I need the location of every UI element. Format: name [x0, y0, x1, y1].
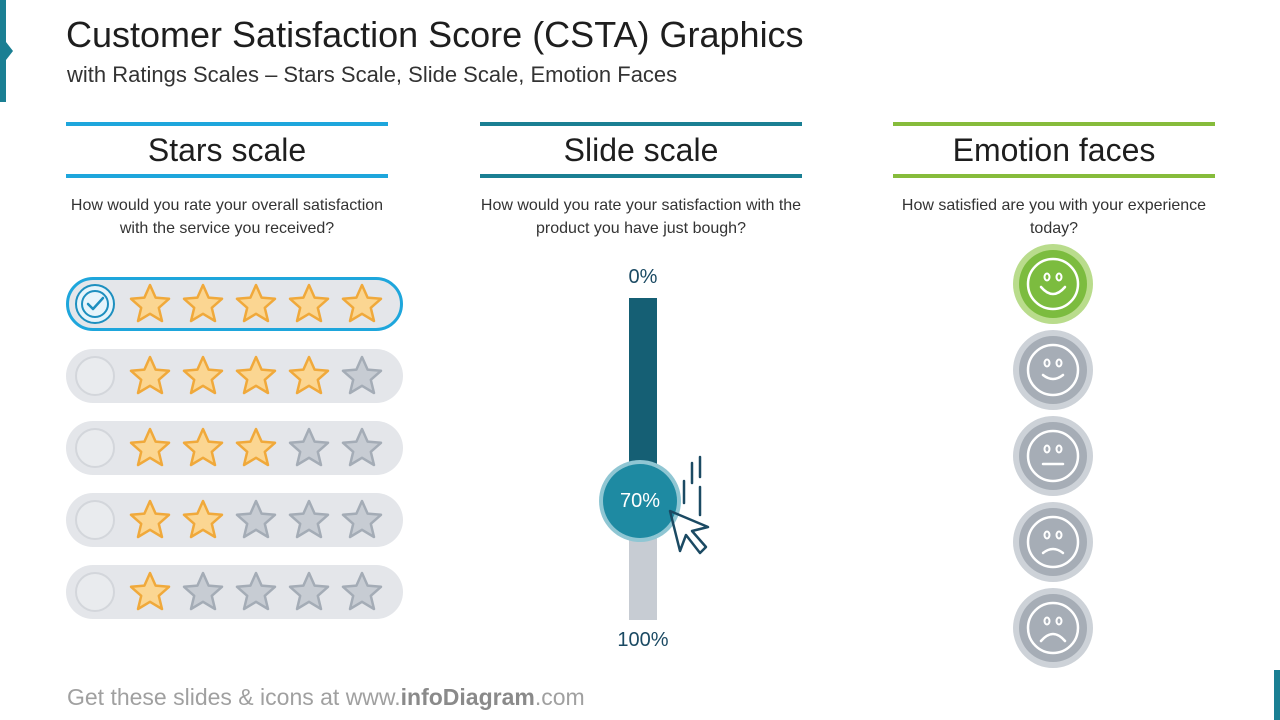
footer-suffix: .com: [534, 684, 585, 710]
star-row: [127, 281, 392, 327]
footer-credit: Get these slides & icons at www.infoDiag…: [67, 684, 585, 711]
star-filled-icon: [129, 355, 171, 395]
star-filled-icon: [235, 355, 277, 395]
star-filled-icon: [288, 355, 330, 395]
star-rating-option-1[interactable]: [66, 565, 403, 619]
check-icon: [81, 290, 109, 318]
radio-button[interactable]: [75, 428, 115, 468]
star-empty-icon: [288, 571, 330, 611]
very-happy-face-icon[interactable]: [1012, 243, 1094, 325]
left-accent-bar: [0, 0, 6, 102]
cursor-click-icon: [668, 455, 710, 555]
slide-scale-question: How would you rate your satisfaction wit…: [480, 197, 802, 237]
star-rating-option-4[interactable]: [66, 349, 403, 403]
slide-scale-title: Slide scale: [563, 131, 719, 168]
slider-min-label: 0%: [628, 266, 658, 288]
star-empty-icon: [341, 427, 383, 467]
page-title: Customer Satisfaction Score (CSTA) Graph…: [66, 14, 804, 55]
slider-handle[interactable]: 70%: [603, 464, 677, 538]
star-filled-icon: [235, 283, 277, 323]
page-subtitle: with Ratings Scales – Stars Scale, Slide…: [67, 62, 678, 87]
star-row: [127, 353, 392, 399]
sad-face-icon[interactable]: [1012, 501, 1094, 583]
radio-button[interactable]: [75, 356, 115, 396]
stars-scale-heading: Stars scale: [66, 122, 388, 178]
slider-max-label: 100%: [617, 629, 669, 651]
star-empty-icon: [341, 571, 383, 611]
star-filled-icon: [182, 427, 224, 467]
slide-scale-heading: Slide scale: [480, 122, 802, 178]
star-filled-icon: [129, 283, 171, 323]
footer-prefix: Get these slides & icons at www.: [67, 684, 401, 710]
star-empty-icon: [341, 499, 383, 539]
star-filled-icon: [182, 499, 224, 539]
star-rating-option-5[interactable]: [66, 277, 403, 331]
radio-button[interactable]: [75, 500, 115, 540]
corner-accent-bar: [1274, 670, 1280, 720]
stars-scale-question: How would you rate your overall satisfac…: [70, 197, 384, 237]
star-filled-icon: [182, 355, 224, 395]
emotion-faces-title: Emotion faces: [952, 131, 1156, 168]
slide-scale-column: Slide scale How would you rate your sati…: [480, 122, 802, 240]
selected-radio[interactable]: [75, 284, 115, 324]
star-filled-icon: [129, 499, 171, 539]
emotion-faces-column: Emotion faces How satisfied are you with…: [893, 122, 1215, 240]
star-empty-icon: [288, 427, 330, 467]
stars-scale-title: Stars scale: [147, 131, 307, 168]
star-filled-icon: [182, 283, 224, 323]
star-filled-icon: [129, 427, 171, 467]
star-filled-icon: [288, 283, 330, 323]
star-filled-icon: [235, 427, 277, 467]
stars-scale-column: Stars scale How would you rate your over…: [66, 122, 388, 240]
slider-value-label: 70%: [619, 489, 661, 512]
left-accent-arrow: [6, 42, 13, 60]
emotion-faces-heading: Emotion faces: [893, 122, 1215, 178]
neutral-face-icon[interactable]: [1012, 415, 1094, 497]
star-row: [127, 425, 392, 471]
emotion-faces-question: How satisfied are you with your experien…: [901, 197, 1207, 237]
star-empty-icon: [235, 499, 277, 539]
radio-button[interactable]: [75, 572, 115, 612]
star-row: [127, 569, 392, 615]
star-empty-icon: [341, 355, 383, 395]
happy-face-icon[interactable]: [1012, 329, 1094, 411]
star-rating-option-3[interactable]: [66, 421, 403, 475]
star-empty-icon: [182, 571, 224, 611]
star-filled-icon: [129, 571, 171, 611]
star-empty-icon: [235, 571, 277, 611]
very-sad-face-icon[interactable]: [1012, 587, 1094, 669]
footer-brand: infoDiagram: [400, 684, 535, 710]
star-row: [127, 497, 392, 543]
star-empty-icon: [288, 499, 330, 539]
star-filled-icon: [341, 283, 383, 323]
star-rating-option-2[interactable]: [66, 493, 403, 547]
